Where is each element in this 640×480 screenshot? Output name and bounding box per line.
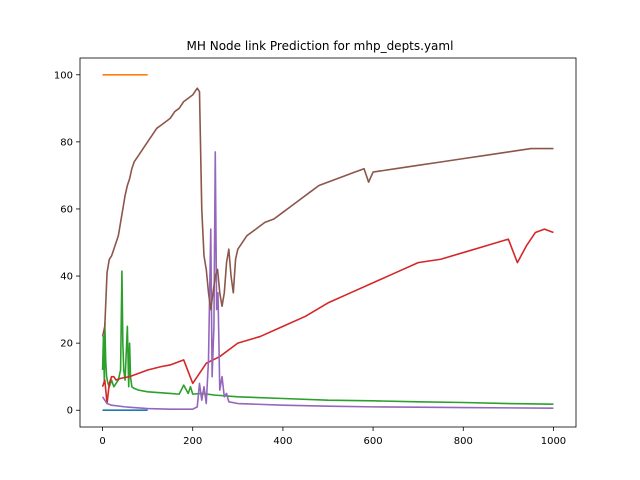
- series-layer: [101, 73, 554, 412]
- y-tick-label: 60: [60, 204, 73, 215]
- y-tick-label: 40: [60, 272, 73, 283]
- x-tick-label: 800: [454, 436, 473, 447]
- axes-layer: 0 200 400 600 800 1000 0 20 40 60 80 100: [54, 57, 577, 447]
- y-tick-label: 80: [60, 137, 73, 148]
- x-tick-label: 200: [183, 436, 202, 447]
- x-tick-label: 0: [99, 436, 105, 447]
- y-tick-label: 0: [67, 406, 73, 417]
- y-tick-label: 100: [54, 70, 73, 81]
- plot-frame: [79, 57, 577, 428]
- x-tick-label: 400: [273, 436, 292, 447]
- series-line-4: [101, 228, 554, 405]
- chart-title: MH Node link Prediction for mhp_depts.ya…: [187, 39, 454, 53]
- series-line-5: [101, 151, 554, 411]
- x-tick-label: 1000: [541, 436, 566, 447]
- series-line-6: [101, 87, 554, 337]
- y-tick-label: 20: [60, 339, 73, 350]
- x-tick-label: 600: [364, 436, 383, 447]
